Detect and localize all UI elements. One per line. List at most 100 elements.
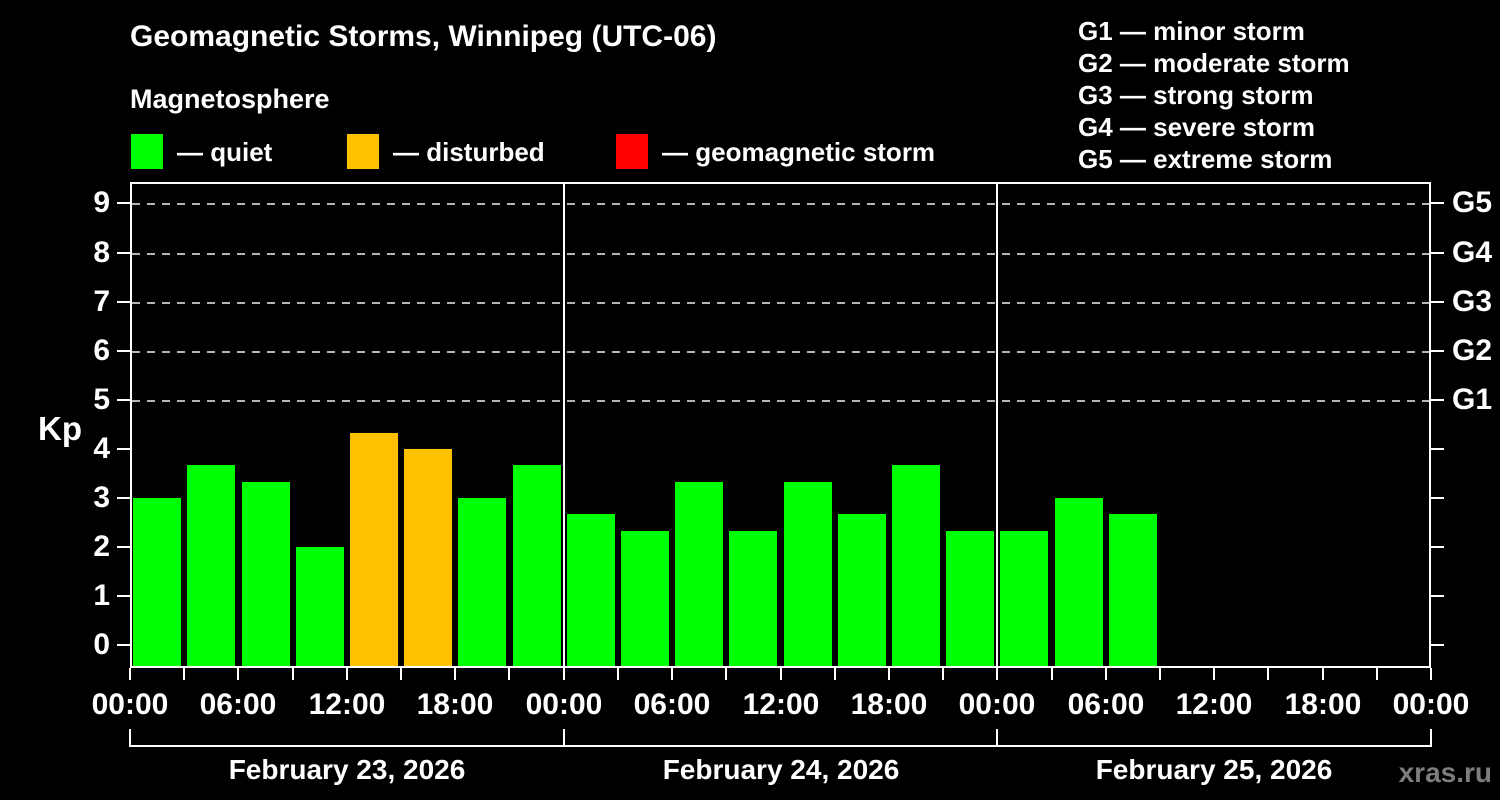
x-tick — [508, 668, 510, 680]
y-tick-label: 9 — [93, 186, 110, 219]
x-tick — [1105, 668, 1107, 680]
x-tick — [996, 668, 998, 680]
x-tick-label: 18:00 — [850, 688, 928, 721]
x-tick-label: 18:00 — [1284, 688, 1362, 721]
y-tick-label: 2 — [93, 530, 110, 563]
x-tick — [888, 668, 890, 680]
x-tick — [454, 668, 456, 680]
y-tick-label: 5 — [93, 383, 110, 416]
y-tick-left — [117, 644, 130, 646]
date-bracket-tick — [1430, 729, 1432, 747]
gridline-kp8 — [132, 253, 1429, 255]
x-tick-label: 00:00 — [958, 688, 1036, 721]
g-scale-line-g3: G3 — strong storm — [1078, 80, 1314, 110]
date-bracket-tick — [563, 729, 565, 747]
date-bracket-line — [130, 745, 1431, 747]
x-tick — [1267, 668, 1269, 680]
x-tick — [834, 668, 836, 680]
x-tick-label: 12:00 — [742, 688, 820, 721]
x-tick-label: 18:00 — [416, 688, 494, 721]
date-label: February 24, 2026 — [662, 754, 900, 785]
y-tick-label: 0 — [93, 628, 110, 661]
kp-bar — [458, 498, 506, 666]
x-tick — [292, 668, 294, 680]
x-tick — [725, 668, 727, 680]
kp-bar — [567, 514, 615, 666]
kp-bar — [404, 449, 452, 666]
kp-bar — [1109, 514, 1157, 666]
g-scale-line-g5: G5 — extreme storm — [1078, 144, 1333, 174]
y-tick-right — [1431, 644, 1444, 646]
x-tick — [1430, 668, 1432, 680]
day-divider — [563, 182, 565, 668]
y-tick-label: 3 — [93, 481, 110, 514]
kp-bar — [187, 465, 235, 666]
kp-bar — [892, 465, 940, 666]
g-level-label: G5 — [1452, 186, 1493, 219]
x-tick-label: 00:00 — [91, 688, 169, 721]
x-tick-label: 06:00 — [199, 688, 277, 721]
kp-bar — [1000, 531, 1048, 666]
y-tick-right — [1431, 497, 1444, 499]
y-axis-title: Kp — [38, 410, 82, 447]
x-tick — [1051, 668, 1053, 680]
gridline-kp9 — [132, 203, 1429, 205]
y-tick-right — [1431, 301, 1444, 303]
y-tick-label: 4 — [93, 432, 110, 465]
y-tick-left — [117, 301, 130, 303]
y-tick-right — [1431, 595, 1444, 597]
g-scale-line-g4: G4 — severe storm — [1078, 112, 1316, 142]
date-bracket-tick — [129, 729, 131, 747]
y-tick-left — [117, 595, 130, 597]
kp-bar — [838, 514, 886, 666]
g-level-label: G3 — [1452, 285, 1493, 318]
kp-bar — [513, 465, 561, 666]
y-tick-label: 6 — [93, 334, 110, 367]
x-tick-label: 06:00 — [633, 688, 711, 721]
y-tick-left — [117, 202, 130, 204]
date-bracket-tick — [996, 729, 998, 747]
watermark: xras.ru — [1398, 757, 1492, 788]
kp-bar — [621, 531, 669, 666]
g-level-label: G2 — [1452, 334, 1493, 367]
y-tick-left — [117, 252, 130, 254]
y-tick-right — [1431, 350, 1444, 352]
day-divider — [996, 182, 998, 668]
kp-bar — [1055, 498, 1103, 666]
y-tick-left — [117, 448, 130, 450]
x-tick — [346, 668, 348, 680]
y-tick-right — [1431, 252, 1444, 254]
legend-label-storm: — geomagnetic storm — [662, 137, 936, 167]
x-tick — [617, 668, 619, 680]
plot-frame — [130, 182, 1431, 668]
x-tick — [1322, 668, 1324, 680]
y-tick-left — [117, 546, 130, 548]
kp-bar — [296, 547, 344, 666]
legend-label-disturbed: — disturbed — [393, 137, 545, 167]
y-tick-right — [1431, 202, 1444, 204]
gridline-kp7 — [132, 302, 1429, 304]
x-tick — [183, 668, 185, 680]
date-label: February 25, 2026 — [1095, 754, 1333, 785]
chart-subtitle: Magnetosphere — [130, 84, 330, 114]
kp-bar — [729, 531, 777, 666]
y-tick-left — [117, 399, 130, 401]
kp-bar — [675, 482, 723, 666]
x-tick — [671, 668, 673, 680]
x-tick-label: 12:00 — [1175, 688, 1253, 721]
kp-bar — [350, 433, 398, 666]
kp-bar — [133, 498, 181, 666]
g-scale-line-g1: G1 — minor storm — [1078, 16, 1305, 46]
x-tick-label: 00:00 — [1392, 688, 1470, 721]
x-tick — [129, 668, 131, 680]
g-level-label: G4 — [1452, 236, 1493, 269]
y-tick-label: 7 — [93, 285, 110, 318]
legend-label-quiet: — quiet — [177, 137, 273, 167]
y-tick-right — [1431, 546, 1444, 548]
page-title: Geomagnetic Storms, Winnipeg (UTC-06) — [130, 20, 717, 53]
y-tick-left — [117, 350, 130, 352]
gridline-kp6 — [132, 351, 1429, 353]
kp-bar — [784, 482, 832, 666]
x-tick-label: 06:00 — [1067, 688, 1145, 721]
